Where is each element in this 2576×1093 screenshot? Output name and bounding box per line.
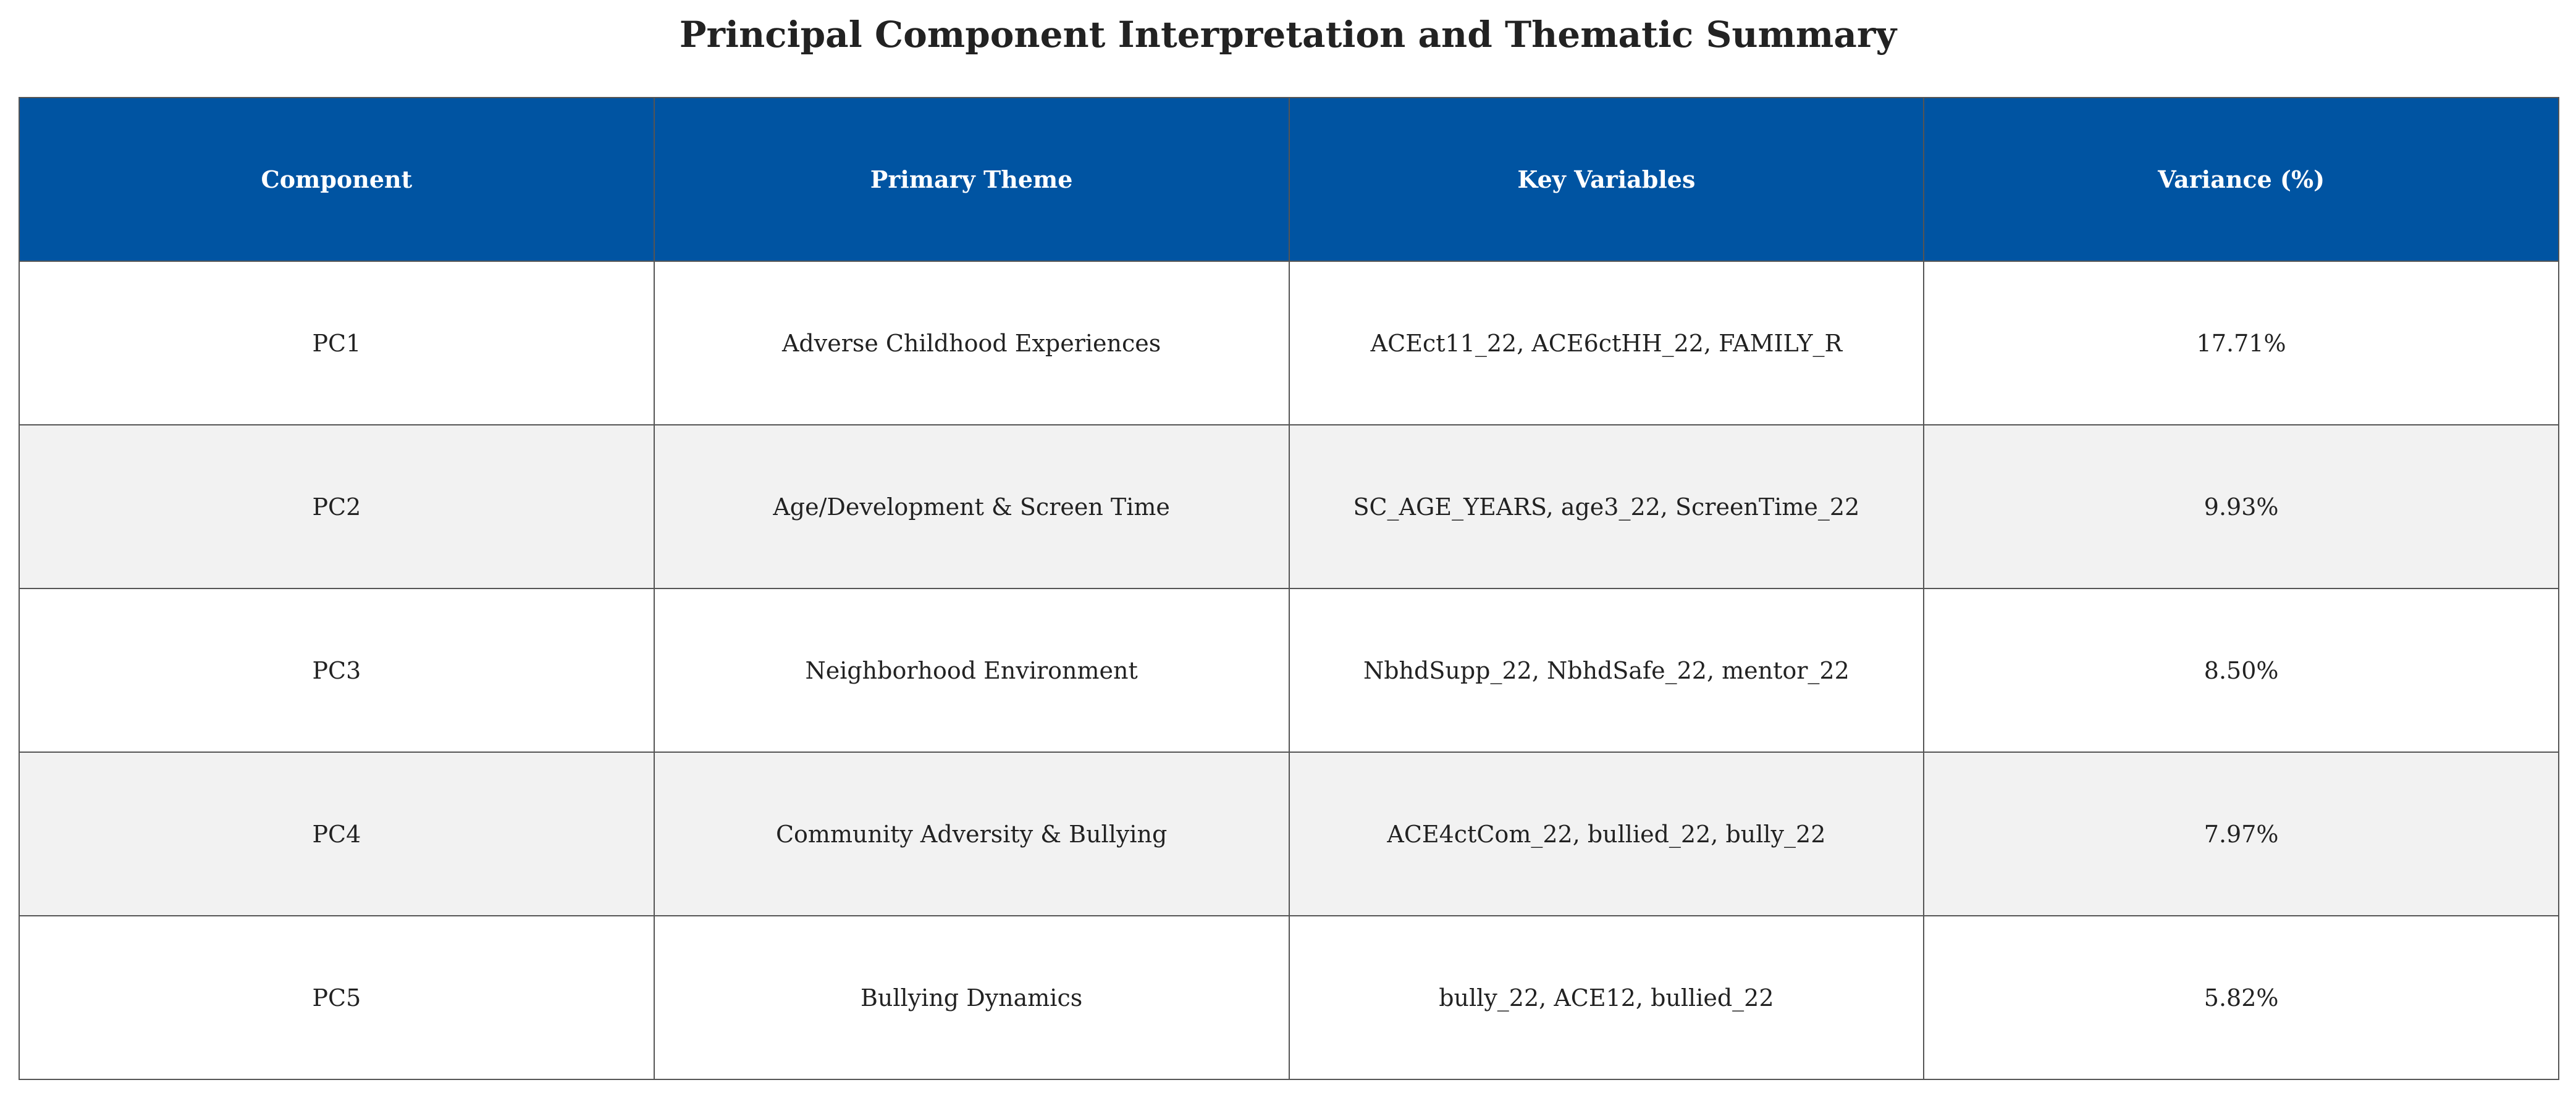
table-row: PC1 Adverse Childhood Experiences ACEct1… — [19, 261, 2559, 425]
column-header-component: Component — [19, 97, 655, 262]
cell-key-variables: SC_AGE_YEARS, age3_22, ScreenTime_22 — [1288, 424, 1925, 589]
page-title: Principal Component Interpretation and T… — [679, 14, 1897, 56]
table-row: PC2 Age/Development & Screen Time SC_AGE… — [19, 424, 2559, 589]
cell-component: PC1 — [19, 261, 655, 425]
cell-key-variables: ACE4ctCom_22, bullied_22, bully_22 — [1288, 752, 1925, 916]
cell-component: PC3 — [19, 588, 655, 753]
table-container: Component Primary Theme Key Variables Va… — [19, 97, 2559, 1080]
cell-component: PC2 — [19, 424, 655, 589]
cell-primary-theme: Age/Development & Screen Time — [653, 424, 1290, 589]
cell-primary-theme: Neighborhood Environment — [653, 588, 1290, 753]
summary-table: Component Primary Theme Key Variables Va… — [19, 97, 2559, 1080]
table-row: PC4 Community Adversity & Bullying ACE4c… — [19, 752, 2559, 916]
cell-primary-theme: Adverse Childhood Experiences — [653, 261, 1290, 425]
cell-variance: 8.50% — [1923, 588, 2559, 753]
cell-primary-theme: Community Adversity & Bullying — [653, 752, 1290, 916]
cell-variance: 7.97% — [1923, 752, 2559, 916]
column-header-key-variables: Key Variables — [1288, 97, 1925, 262]
cell-key-variables: NbhdSupp_22, NbhdSafe_22, mentor_22 — [1288, 588, 1925, 753]
column-header-variance: Variance (%) — [1923, 97, 2559, 262]
table-row: PC5 Bullying Dynamics bully_22, ACE12, b… — [19, 915, 2559, 1080]
cell-component: PC5 — [19, 915, 655, 1080]
column-header-primary-theme: Primary Theme — [653, 97, 1290, 262]
cell-variance: 17.71% — [1923, 261, 2559, 425]
cell-primary-theme: Bullying Dynamics — [653, 915, 1290, 1080]
header-row: Component Primary Theme Key Variables Va… — [19, 97, 2559, 262]
cell-component: PC4 — [19, 752, 655, 916]
table-row: PC3 Neighborhood Environment NbhdSupp_22… — [19, 588, 2559, 753]
cell-key-variables: bully_22, ACE12, bullied_22 — [1288, 915, 1925, 1080]
cell-key-variables: ACEct11_22, ACE6ctHH_22, FAMILY_R — [1288, 261, 1925, 425]
cell-variance: 9.93% — [1923, 424, 2559, 589]
cell-variance: 5.82% — [1923, 915, 2559, 1080]
